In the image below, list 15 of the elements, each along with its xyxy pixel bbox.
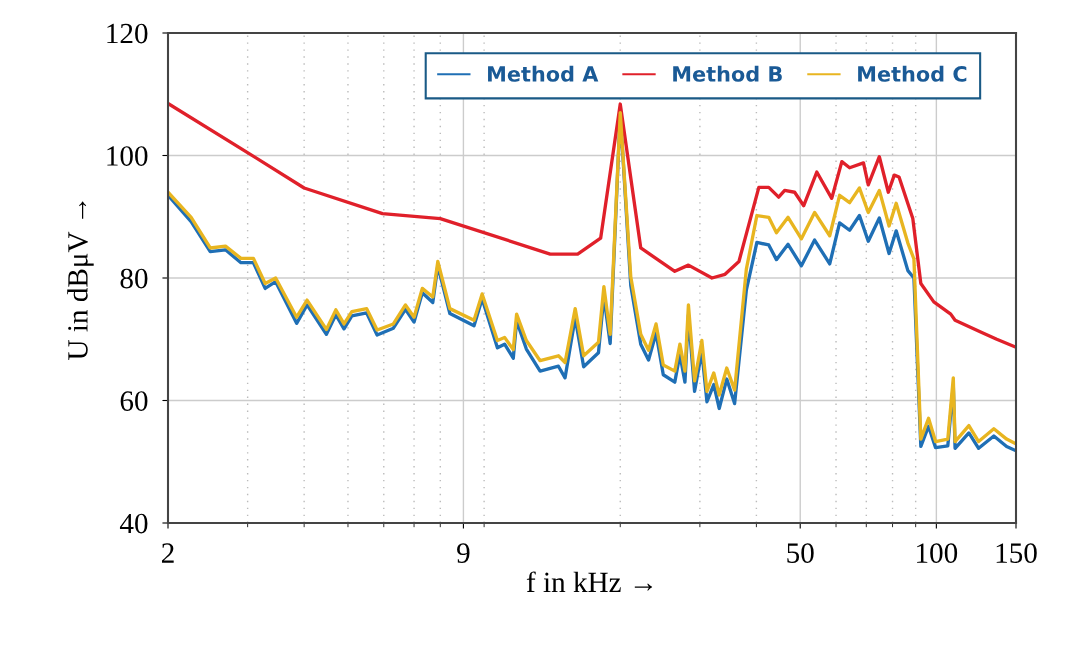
x-tick-label: 100 xyxy=(917,543,958,563)
y-tick-label: 120 xyxy=(107,23,148,44)
y-tick-label: 40 xyxy=(119,513,148,534)
y-tick-label: 60 xyxy=(120,391,148,411)
y-tick-label: 100 xyxy=(107,146,148,166)
legend-label: Method A xyxy=(488,65,599,82)
legend-label: Method C xyxy=(858,65,967,82)
legend-label: Method B xyxy=(673,65,782,82)
y-axis-title: U in dBμV → xyxy=(67,201,94,360)
x-tick-label: 50 xyxy=(787,543,814,563)
x-tick-label: 150 xyxy=(996,543,1037,563)
y-tick-label: 80 xyxy=(120,268,148,289)
x-tick-label: 2 xyxy=(161,543,174,563)
x-axis-title: f in kHz → xyxy=(526,571,653,592)
x-tick-label: 9 xyxy=(457,543,470,563)
